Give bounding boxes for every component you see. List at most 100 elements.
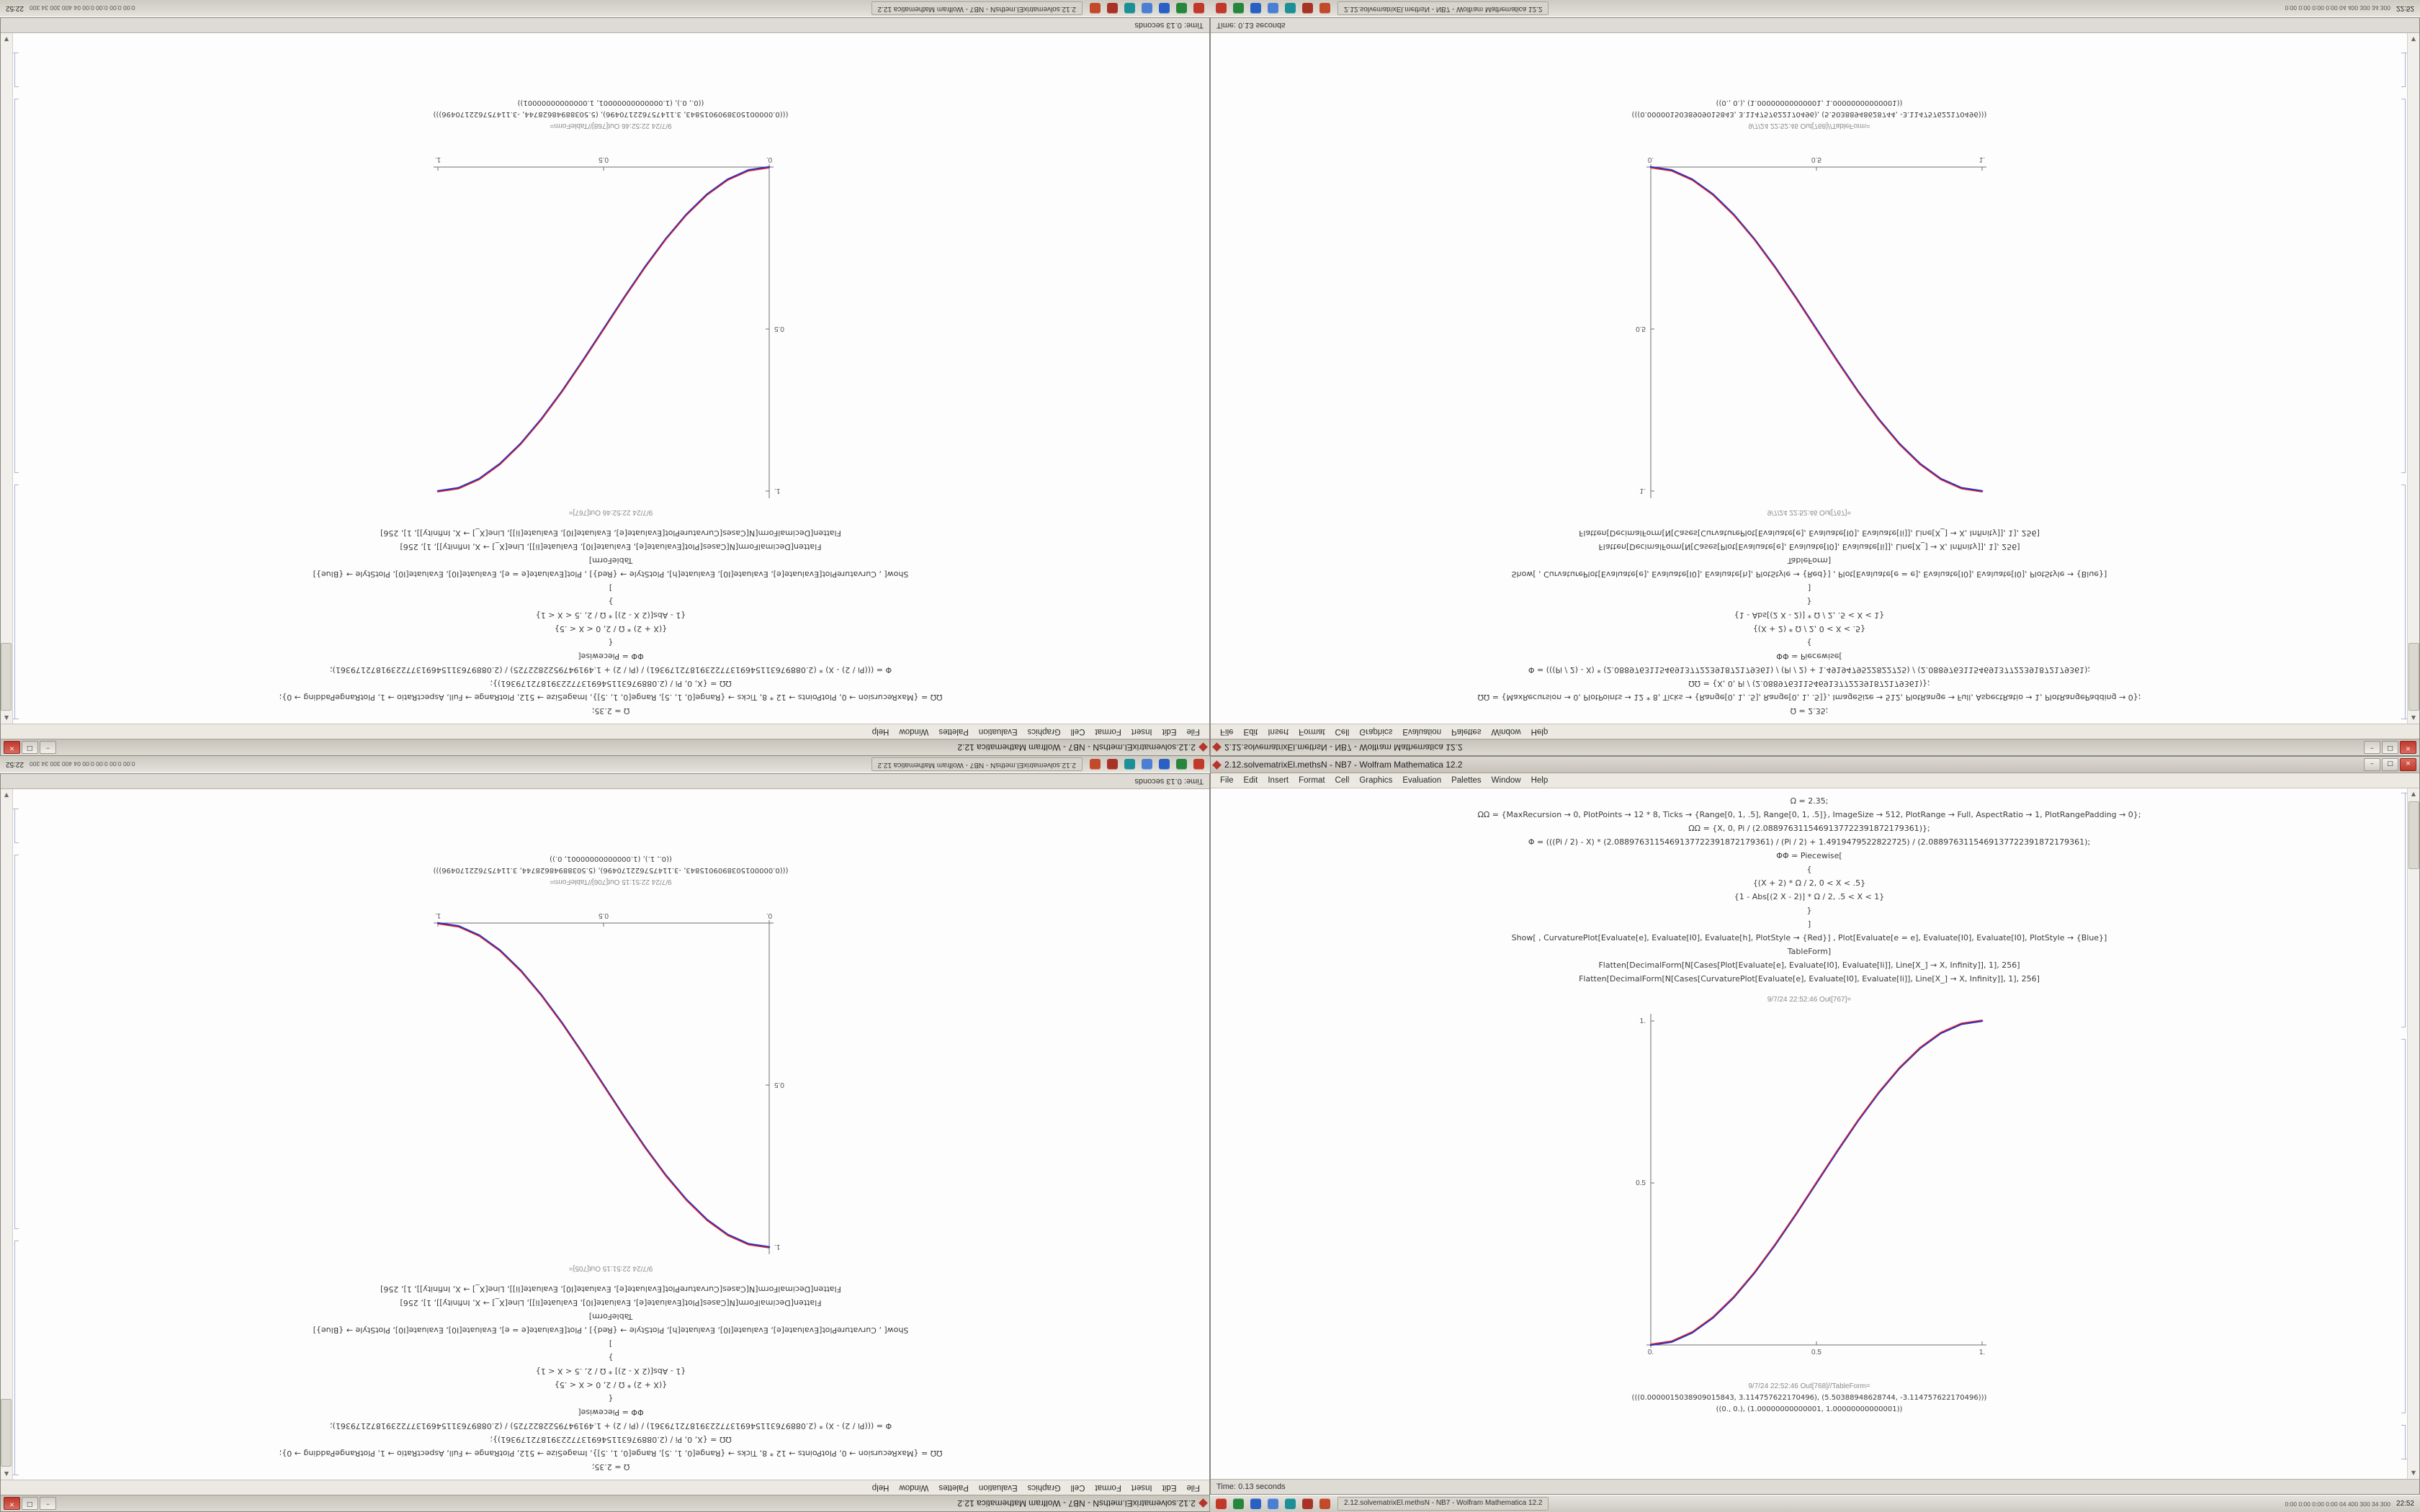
input-cell[interactable]: Flatten[DecimalForm[N[Cases[CurvaturePlo… [1579, 528, 2040, 538]
menu-window[interactable]: Window [899, 1483, 929, 1492]
input-cell[interactable]: } [608, 1353, 614, 1362]
scrollbar-thumb[interactable] [2408, 643, 2419, 711]
menu-evaluation[interactable]: Evaluation [1402, 776, 1442, 785]
menu-evaluation[interactable]: Evaluation [978, 1483, 1018, 1492]
cell-bracket[interactable] [14, 1241, 19, 1475]
menu-cell[interactable]: Cell [1070, 1483, 1085, 1492]
input-cell[interactable]: Flatten[DecimalForm[N[Cases[CurvaturePlo… [1579, 974, 2040, 984]
input-cell[interactable]: Flatten[DecimalForm[N[Cases[Plot[Evaluat… [1598, 960, 2020, 970]
input-cell[interactable]: Flatten[DecimalForm[N[Cases[Plot[Evaluat… [400, 542, 822, 552]
cell-bracket[interactable] [2401, 1039, 2406, 1413]
app-icon-lightblue[interactable] [1142, 3, 1152, 14]
window-titlebar[interactable]: 2.12.solvematrixEl.methsN - NB7 - Wolfra… [1, 739, 1209, 755]
taskbar-app-button[interactable]: 2.12.solvematrixEl.methsN - NB7 - Wolfra… [1337, 1497, 1549, 1511]
input-cell[interactable]: Φ = (((Pi / 2) - X) * (2.088976311546913… [329, 665, 892, 675]
menu-palettes[interactable]: Palettes [938, 1483, 969, 1492]
minimize-button[interactable]: – [2364, 758, 2380, 771]
menu-insert[interactable]: Insert [1131, 1483, 1152, 1492]
app-icon-red[interactable] [1193, 759, 1204, 770]
input-cell[interactable]: TableForm] [1787, 556, 1832, 565]
menu-evaluation[interactable]: Evaluation [1402, 727, 1442, 736]
input-cell[interactable]: { [608, 1394, 614, 1403]
close-button[interactable]: × [4, 741, 20, 754]
vertical-scrollbar[interactable]: ▲ ▼ [2407, 788, 2419, 1479]
input-cell[interactable]: ΦΦ = Piecewise[ [1776, 851, 1842, 860]
app-icon-red2[interactable] [1090, 3, 1101, 14]
window-titlebar[interactable]: 2.12.solvematrixEl.methsN - NB7 - Wolfra… [1, 1495, 1209, 1511]
menu-format[interactable]: Format [1095, 727, 1121, 736]
vertical-scrollbar[interactable]: ▲ ▼ [1, 789, 13, 1480]
close-button[interactable]: × [2400, 758, 2416, 771]
taskbar-app-button[interactable]: 2.12.solvematrixEl.methsN - NB7 - Wolfra… [1337, 1, 1549, 15]
close-button[interactable]: × [4, 1497, 20, 1510]
menu-edit[interactable]: Edit [1162, 727, 1177, 736]
menu-palettes[interactable]: Palettes [938, 727, 969, 736]
app-icon-teal[interactable] [1124, 759, 1135, 770]
scrollbar-thumb[interactable] [1, 1399, 12, 1467]
menu-window[interactable]: Window [1491, 776, 1521, 785]
menu-cell[interactable]: Cell [1335, 727, 1350, 736]
vertical-scrollbar[interactable]: ▲ ▼ [1, 33, 13, 724]
app-icon-teal[interactable] [1285, 1498, 1296, 1509]
system-tray[interactable]: 0:00 0:00 0:00 0:00 04 400 300 34 300 22… [6, 4, 135, 12]
taskbar[interactable]: 2.12.solvematrixEl.methsN - NB7 - Wolfra… [1210, 0, 2420, 17]
app-icon-lightblue[interactable] [1268, 3, 1278, 14]
scrollbar-thumb[interactable] [2408, 801, 2419, 869]
maximize-button[interactable]: □ [22, 741, 38, 754]
input-cell[interactable]: TableForm] [588, 1312, 633, 1321]
scroll-down-arrow[interactable]: ▼ [2411, 1470, 2416, 1476]
app-icon-darkred[interactable] [1302, 3, 1313, 14]
minimize-button[interactable]: – [40, 1497, 56, 1510]
cell-bracket[interactable] [2401, 1425, 2406, 1459]
input-cell[interactable]: ΦΦ = Piecewise[ [578, 652, 644, 661]
menu-edit[interactable]: Edit [1162, 1483, 1177, 1492]
input-cell[interactable]: ΩΩ = {MaxRecursion → 0, PlotPoints → 12 … [279, 693, 943, 702]
input-cell[interactable]: } [1806, 597, 1812, 606]
menu-insert[interactable]: Insert [1268, 727, 1289, 736]
menu-file[interactable]: File [1186, 1483, 1200, 1492]
input-cell[interactable]: Φ = (((Pi / 2) - X) * (2.088976311546913… [1528, 837, 2091, 847]
cell-bracket[interactable] [14, 53, 19, 87]
menu-file[interactable]: File [1220, 727, 1234, 736]
input-cell[interactable]: {1 - Abs[(2 X - 2)] * Ω / 2, .5 < X < 1} [535, 611, 686, 620]
app-icon-blue[interactable] [1250, 1498, 1261, 1509]
app-icon-darkred[interactable] [1107, 759, 1118, 770]
input-cell[interactable]: { [608, 638, 614, 647]
input-cell[interactable]: Flatten[DecimalForm[N[Cases[CurvaturePlo… [380, 1284, 841, 1294]
scroll-up-arrow[interactable]: ▲ [2411, 715, 2416, 721]
app-icon-blue[interactable] [1250, 3, 1261, 14]
app-icon-red2[interactable] [1319, 1498, 1330, 1509]
scroll-up-arrow[interactable]: ▲ [4, 715, 9, 721]
input-cell[interactable]: ΦΦ = Piecewise[ [578, 1408, 644, 1417]
window-titlebar[interactable]: 2.12.solvematrixEl.methsN - NB7 - Wolfra… [1211, 739, 2419, 755]
cell-bracket[interactable] [14, 809, 19, 843]
input-cell[interactable]: ] [609, 1339, 613, 1349]
input-cell[interactable]: {1 - Abs[(2 X - 2)] * Ω / 2, .5 < X < 1} [535, 1367, 686, 1376]
menu-insert[interactable]: Insert [1268, 776, 1289, 785]
maximize-button[interactable]: □ [2382, 741, 2398, 754]
input-cell[interactable]: Ω = 2.35; [591, 706, 630, 716]
menu-edit[interactable]: Edit [1243, 776, 1258, 785]
system-tray[interactable]: 0:00 0:00 0:00 0:00 04 400 300 34 300 22… [2285, 1500, 2414, 1508]
input-cell[interactable]: {1 - Abs[(2 X - 2)] * Ω / 2, .5 < X < 1} [1734, 611, 1885, 620]
close-button[interactable]: × [2400, 741, 2416, 754]
app-icon-red[interactable] [1193, 3, 1204, 14]
scroll-down-arrow[interactable]: ▼ [2411, 36, 2416, 42]
menu-file[interactable]: File [1186, 727, 1200, 736]
app-icon-blue[interactable] [1159, 759, 1170, 770]
input-cell[interactable]: Φ = (((Pi / 2) - X) * (2.088976311546913… [1528, 665, 2091, 675]
input-cell[interactable]: {(X + 2) * Ω / 2, 0 < X < .5} [554, 624, 668, 634]
input-cell[interactable]: ] [609, 583, 613, 593]
app-icon-teal[interactable] [1285, 3, 1296, 14]
input-cell[interactable]: {(X + 2) * Ω / 2, 0 < X < .5} [1752, 878, 1866, 888]
vertical-scrollbar[interactable]: ▲ ▼ [2407, 33, 2419, 724]
taskbar[interactable]: 2.12.solvematrixEl.methsN - NB7 - Wolfra… [0, 0, 1210, 17]
taskbar[interactable]: 2.12.solvematrixEl.methsN - NB7 - Wolfra… [0, 756, 1210, 773]
input-cell[interactable]: Flatten[DecimalForm[N[Cases[Plot[Evaluat… [1598, 542, 2020, 552]
menu-evaluation[interactable]: Evaluation [978, 727, 1018, 736]
menu-format[interactable]: Format [1299, 727, 1325, 736]
input-cell[interactable]: Ω = 2.35; [591, 1462, 630, 1472]
input-cell[interactable]: Φ = (((Pi / 2) - X) * (2.088976311546913… [329, 1421, 892, 1431]
menu-palettes[interactable]: Palettes [1451, 776, 1482, 785]
app-icon-blue[interactable] [1159, 3, 1170, 14]
